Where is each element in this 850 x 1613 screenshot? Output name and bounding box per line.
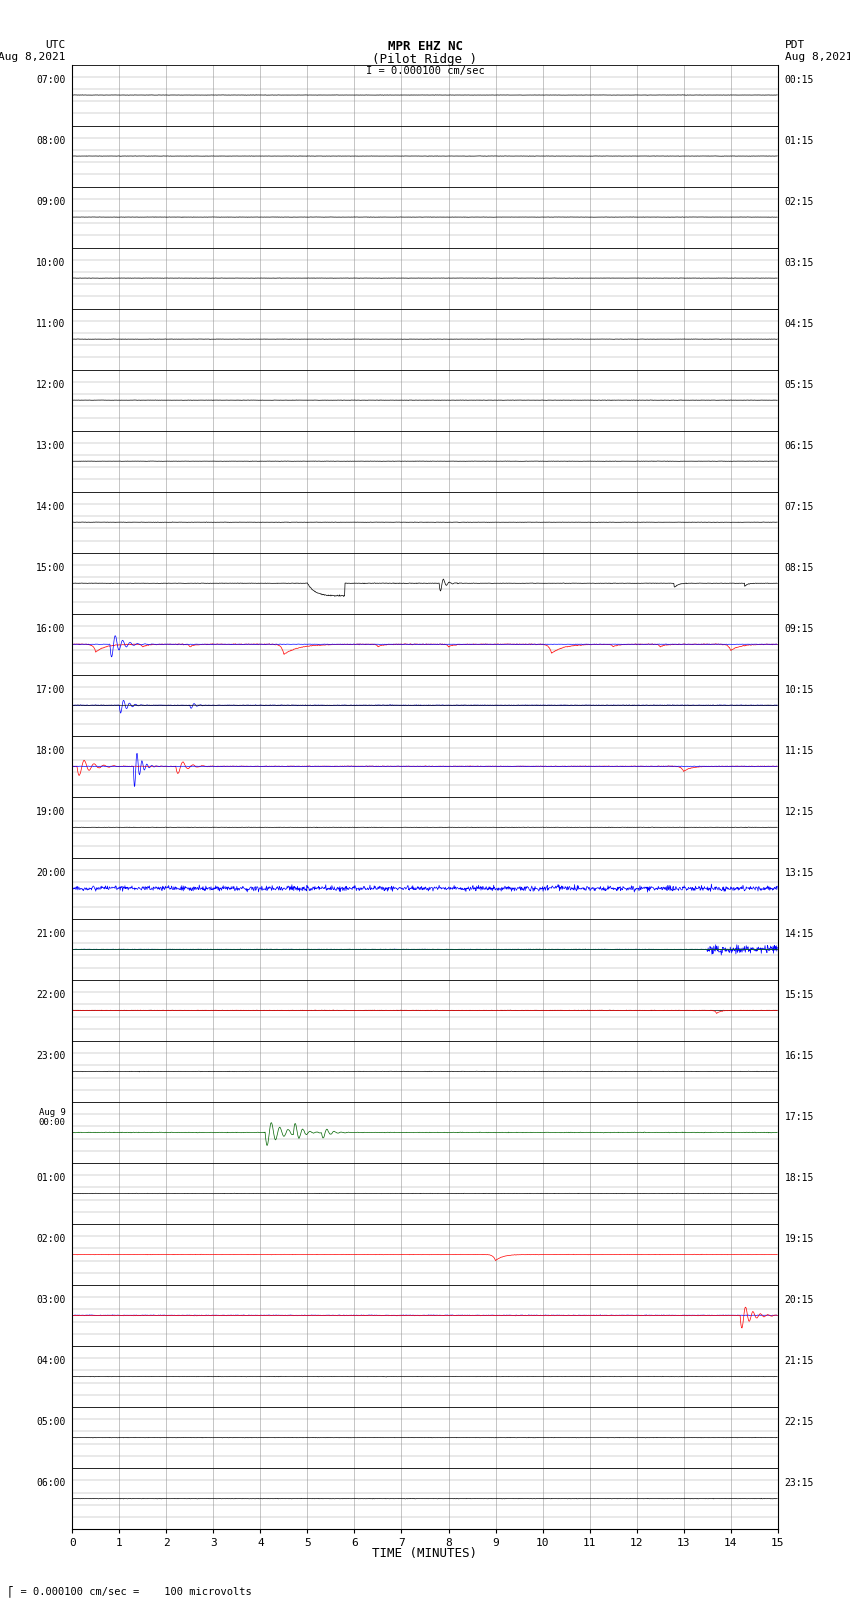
Text: 01:00: 01:00 [36, 1173, 65, 1184]
Text: 03:00: 03:00 [36, 1295, 65, 1305]
Text: 00:15: 00:15 [785, 74, 814, 85]
Text: 12:15: 12:15 [785, 806, 814, 818]
Text: 15:00: 15:00 [36, 563, 65, 573]
Text: 11:15: 11:15 [785, 747, 814, 756]
Text: ⎡ = 0.000100 cm/sec =    100 microvolts: ⎡ = 0.000100 cm/sec = 100 microvolts [8, 1586, 252, 1597]
Text: (Pilot Ridge ): (Pilot Ridge ) [372, 53, 478, 66]
Text: Aug 8,2021: Aug 8,2021 [0, 52, 65, 61]
Text: 16:00: 16:00 [36, 624, 65, 634]
Text: TIME (MINUTES): TIME (MINUTES) [372, 1547, 478, 1560]
Text: 04:15: 04:15 [785, 319, 814, 329]
Text: 18:00: 18:00 [36, 747, 65, 756]
Text: 15:15: 15:15 [785, 990, 814, 1000]
Text: 20:00: 20:00 [36, 868, 65, 877]
Text: 19:15: 19:15 [785, 1234, 814, 1244]
Text: 10:00: 10:00 [36, 258, 65, 268]
Text: 16:15: 16:15 [785, 1052, 814, 1061]
Text: 06:15: 06:15 [785, 440, 814, 452]
Text: 08:15: 08:15 [785, 563, 814, 573]
Text: 18:15: 18:15 [785, 1173, 814, 1184]
Text: 23:00: 23:00 [36, 1052, 65, 1061]
Text: UTC: UTC [45, 40, 65, 50]
Text: 07:15: 07:15 [785, 502, 814, 511]
Text: 14:00: 14:00 [36, 502, 65, 511]
Text: 21:00: 21:00 [36, 929, 65, 939]
Text: 12:00: 12:00 [36, 381, 65, 390]
Text: 04:00: 04:00 [36, 1357, 65, 1366]
Text: 17:00: 17:00 [36, 686, 65, 695]
Text: Aug 9
00:00: Aug 9 00:00 [38, 1108, 65, 1127]
Text: 10:15: 10:15 [785, 686, 814, 695]
Text: 22:15: 22:15 [785, 1418, 814, 1428]
Text: 13:15: 13:15 [785, 868, 814, 877]
Text: 06:00: 06:00 [36, 1479, 65, 1489]
Text: PDT: PDT [785, 40, 805, 50]
Text: 22:00: 22:00 [36, 990, 65, 1000]
Text: 08:00: 08:00 [36, 135, 65, 145]
Text: 05:15: 05:15 [785, 381, 814, 390]
Text: 03:15: 03:15 [785, 258, 814, 268]
Text: 09:00: 09:00 [36, 197, 65, 206]
Text: 05:00: 05:00 [36, 1418, 65, 1428]
Text: 11:00: 11:00 [36, 319, 65, 329]
Text: I = 0.000100 cm/sec: I = 0.000100 cm/sec [366, 66, 484, 76]
Text: 19:00: 19:00 [36, 806, 65, 818]
Text: 13:00: 13:00 [36, 440, 65, 452]
Text: 01:15: 01:15 [785, 135, 814, 145]
Text: 02:15: 02:15 [785, 197, 814, 206]
Text: 21:15: 21:15 [785, 1357, 814, 1366]
Text: 20:15: 20:15 [785, 1295, 814, 1305]
Text: 14:15: 14:15 [785, 929, 814, 939]
Text: 09:15: 09:15 [785, 624, 814, 634]
Text: MPR EHZ NC: MPR EHZ NC [388, 40, 462, 53]
Text: 07:00: 07:00 [36, 74, 65, 85]
Text: Aug 8,2021: Aug 8,2021 [785, 52, 850, 61]
Text: 23:15: 23:15 [785, 1479, 814, 1489]
Text: 17:15: 17:15 [785, 1113, 814, 1123]
Text: 02:00: 02:00 [36, 1234, 65, 1244]
